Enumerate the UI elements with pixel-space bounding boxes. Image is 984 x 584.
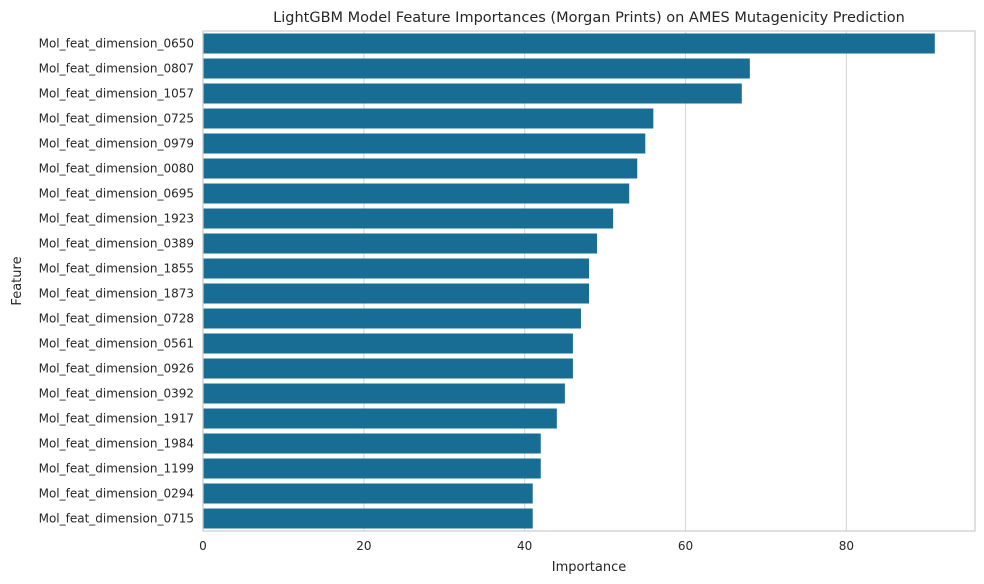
bar <box>203 283 589 304</box>
y-tick-label: Mol_feat_dimension_1923 <box>39 212 194 226</box>
y-tick-label: Mol_feat_dimension_0392 <box>39 387 194 401</box>
x-tick-label: 20 <box>356 539 371 553</box>
y-tick-label: Mol_feat_dimension_0807 <box>39 62 194 76</box>
bar <box>203 183 630 204</box>
y-tick-label: Mol_feat_dimension_1873 <box>39 287 194 301</box>
x-tick-label: 0 <box>199 539 207 553</box>
bar <box>203 308 581 329</box>
x-tick-labels: 0 20 40 60 80 <box>199 539 854 553</box>
bar <box>203 233 598 254</box>
bar <box>203 333 573 354</box>
y-tick-label: Mol_feat_dimension_0725 <box>39 112 194 126</box>
x-tick-label: 40 <box>517 539 532 553</box>
bar <box>203 383 565 404</box>
bar <box>203 158 638 179</box>
y-tick-label: Mol_feat_dimension_0561 <box>39 337 194 351</box>
bar <box>203 58 750 79</box>
plot-frame <box>202 30 976 532</box>
bar <box>203 433 541 454</box>
bar <box>203 33 935 54</box>
y-axis-label: Feature <box>10 256 25 305</box>
y-tick-label: Mol_feat_dimension_1057 <box>39 87 194 101</box>
bar <box>203 408 557 429</box>
y-tick-label: Mol_feat_dimension_1984 <box>39 437 194 451</box>
y-tick-labels: Mol_feat_dimension_0650 Mol_feat_dimensio… <box>39 37 194 526</box>
x-axis-label: Importance <box>552 560 627 575</box>
x-tick-label: 80 <box>839 539 854 553</box>
bar-layer <box>203 33 935 529</box>
bar <box>203 108 654 129</box>
y-tick-label: Mol_feat_dimension_1855 <box>39 262 194 276</box>
y-tick-label: Mol_feat_dimension_1917 <box>39 412 194 426</box>
y-tick-label: Mol_feat_dimension_0389 <box>39 237 194 251</box>
bar <box>203 133 646 154</box>
y-tick-label: Mol_feat_dimension_0926 <box>39 362 194 376</box>
grid-layer <box>202 31 847 531</box>
y-tick-label: Mol_feat_dimension_0728 <box>39 312 194 326</box>
bar <box>203 458 541 479</box>
y-tick-label: Mol_feat_dimension_0294 <box>39 487 194 501</box>
y-tick-label: Mol_feat_dimension_1199 <box>39 462 194 476</box>
y-tick-label: Mol_feat_dimension_0715 <box>39 512 194 526</box>
y-tick-label: Mol_feat_dimension_0080 <box>39 162 194 176</box>
x-tick-label: 60 <box>678 539 693 553</box>
bar <box>203 258 589 279</box>
bar <box>203 508 533 529</box>
y-tick-label: Mol_feat_dimension_0979 <box>39 137 194 151</box>
y-tick-label: Mol_feat_dimension_0650 <box>39 37 194 51</box>
bar <box>203 83 742 104</box>
bar <box>203 358 573 379</box>
y-tick-label: Mol_feat_dimension_0695 <box>39 187 194 201</box>
bar <box>203 208 614 229</box>
chart-title: LightGBM Model Feature Importances (Morg… <box>273 10 905 26</box>
bar <box>203 483 533 504</box>
